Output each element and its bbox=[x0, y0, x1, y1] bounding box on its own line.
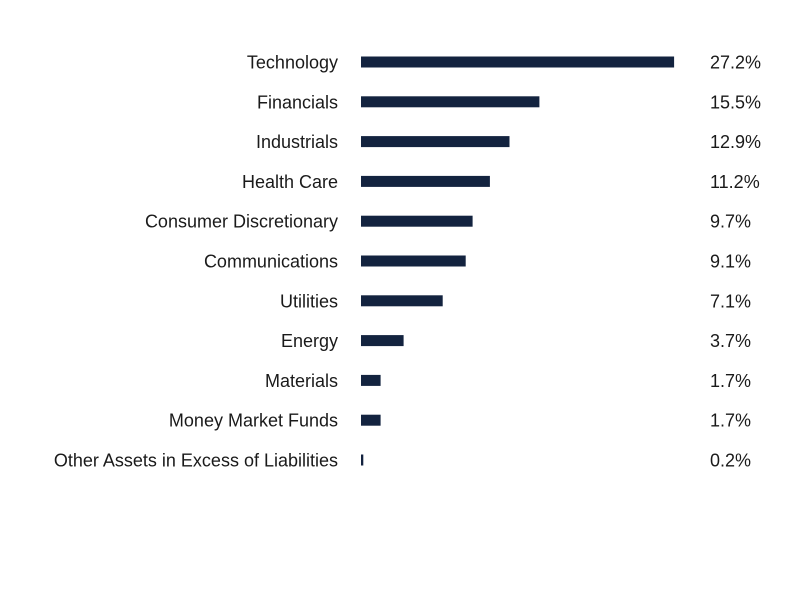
category-label: Health Care bbox=[242, 172, 338, 192]
bars-group bbox=[361, 56, 675, 466]
bar-0 bbox=[361, 56, 675, 68]
bar-4 bbox=[361, 215, 473, 227]
category-label: Financials bbox=[257, 92, 338, 112]
value-label: 15.5% bbox=[710, 92, 761, 112]
value-label: 9.1% bbox=[710, 252, 751, 272]
category-label: Energy bbox=[281, 331, 338, 351]
bar-8 bbox=[361, 374, 381, 386]
value-label: 1.7% bbox=[710, 411, 751, 431]
category-label: Money Market Funds bbox=[169, 411, 338, 431]
category-label: Materials bbox=[265, 371, 338, 391]
bar-3 bbox=[361, 175, 490, 187]
bar-10 bbox=[361, 454, 364, 466]
value-label: 11.2% bbox=[710, 172, 760, 192]
bar-1 bbox=[361, 96, 540, 108]
category-label: Industrials bbox=[256, 132, 338, 152]
value-label: 7.1% bbox=[710, 291, 751, 311]
bar-9 bbox=[361, 414, 381, 426]
value-label: 1.7% bbox=[710, 371, 751, 391]
value-labels-group: 27.2% 15.5% 12.9% 11.2% 9.7% 9.1% 7.1% 3.7% 1.7%… bbox=[710, 53, 761, 471]
category-label: Technology bbox=[247, 53, 338, 73]
value-label: 0.2% bbox=[710, 451, 751, 471]
bar-2 bbox=[361, 136, 510, 148]
bar-7 bbox=[361, 335, 404, 347]
category-label: Consumer Discretionary bbox=[145, 212, 338, 232]
category-label: Utilities bbox=[280, 291, 338, 311]
value-label: 9.7% bbox=[710, 212, 751, 232]
bar-5 bbox=[361, 255, 466, 267]
category-labels-group: Technology Financials Industrials Health Ca… bbox=[54, 53, 338, 471]
category-label: Communications bbox=[204, 252, 338, 272]
value-label: 12.9% bbox=[710, 132, 761, 152]
category-label: Other Assets in Excess of Liabilities bbox=[54, 451, 338, 471]
bar-6 bbox=[361, 295, 443, 307]
value-label: 27.2% bbox=[710, 53, 761, 73]
value-label: 3.7% bbox=[710, 331, 751, 351]
